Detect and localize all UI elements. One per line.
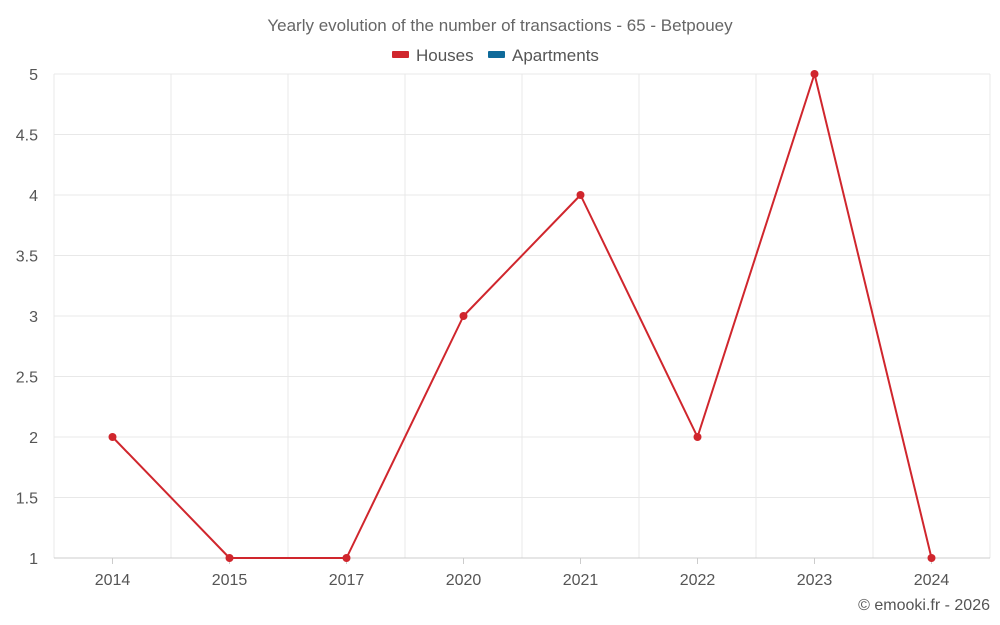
y-tick-label: 1 <box>29 551 38 568</box>
y-tick-label: 3 <box>29 309 38 326</box>
data-point-houses[interactable] <box>108 433 117 441</box>
legend-item-apartments[interactable]: Apartments <box>488 46 599 65</box>
data-point-houses[interactable] <box>225 554 234 562</box>
x-tick-label: 2024 <box>914 572 950 589</box>
data-point-houses[interactable] <box>927 554 936 562</box>
legend-item-houses[interactable]: Houses <box>392 46 474 65</box>
legend-label-apartments: Apartments <box>512 46 599 65</box>
axes: 1 1.5 2 2.5 3 3.5 4 4.5 5 2014 2015 2017 2020 2021 202… <box>16 67 990 589</box>
x-tick-label: 2015 <box>212 572 248 589</box>
x-tick-label: 2022 <box>680 572 716 589</box>
legend-swatch-apartments <box>488 51 505 58</box>
y-tick-label: 3.5 <box>16 249 38 266</box>
y-tick-label: 4 <box>29 188 38 205</box>
y-tick-label: 1.5 <box>16 491 38 508</box>
x-tick-label: 2020 <box>446 572 482 589</box>
data-point-houses[interactable] <box>459 312 468 320</box>
x-tick-label: 2021 <box>563 572 599 589</box>
y-tick-label: 2 <box>29 430 38 447</box>
credit-text: © emooki.fr - 2026 <box>858 597 990 614</box>
legend-label-houses: Houses <box>416 46 474 65</box>
x-tick-label: 2023 <box>797 572 833 589</box>
series-houses <box>108 70 936 562</box>
y-tick-label: 5 <box>29 67 38 84</box>
legend-swatch-houses <box>392 51 409 58</box>
data-point-houses[interactable] <box>342 554 351 562</box>
data-point-houses[interactable] <box>693 433 702 441</box>
chart-title: Yearly evolution of the number of transa… <box>267 16 733 35</box>
series-line-houses <box>111 73 933 559</box>
y-tick-label: 2.5 <box>16 370 38 387</box>
data-point-houses[interactable] <box>810 70 819 78</box>
x-tick-label: 2017 <box>329 572 365 589</box>
y-tick-label: 4.5 <box>16 128 38 145</box>
legend: Houses Apartments <box>392 46 599 65</box>
x-tick-label: 2014 <box>95 572 131 589</box>
data-point-houses[interactable] <box>576 191 585 199</box>
grid <box>53 73 991 558</box>
